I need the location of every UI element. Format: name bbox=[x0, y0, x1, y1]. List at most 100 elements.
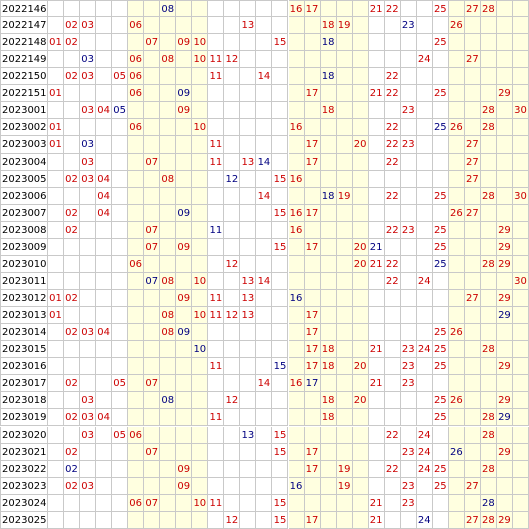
empty-cell bbox=[368, 153, 385, 171]
empty-cell bbox=[416, 290, 433, 308]
drawn-number: 03 bbox=[80, 51, 97, 69]
empty-cell bbox=[512, 255, 529, 273]
drawn-number: 27 bbox=[464, 477, 481, 495]
empty-cell bbox=[240, 358, 257, 376]
empty-cell bbox=[256, 51, 273, 69]
empty-cell bbox=[224, 187, 241, 205]
drawn-number: 10 bbox=[192, 341, 209, 359]
empty-cell bbox=[288, 392, 305, 410]
empty-cell bbox=[464, 238, 481, 256]
empty-cell bbox=[272, 375, 289, 393]
period-label: 2023014 bbox=[0, 324, 48, 342]
empty-cell bbox=[480, 307, 497, 325]
empty-cell bbox=[272, 307, 289, 325]
empty-cell bbox=[80, 494, 97, 512]
empty-cell bbox=[192, 324, 209, 342]
empty-cell bbox=[224, 426, 241, 444]
empty-cell bbox=[176, 255, 193, 273]
empty-cell bbox=[352, 477, 369, 495]
empty-cell bbox=[96, 460, 113, 478]
empty-cell bbox=[176, 426, 193, 444]
drawn-number: 07 bbox=[144, 238, 161, 256]
empty-cell bbox=[208, 477, 225, 495]
drawn-number: 24 bbox=[416, 460, 433, 478]
empty-cell bbox=[288, 443, 305, 461]
empty-cell bbox=[112, 238, 129, 256]
drawn-number: 22 bbox=[384, 119, 401, 137]
drawn-number: 03 bbox=[80, 409, 97, 427]
empty-cell bbox=[176, 409, 193, 427]
empty-cell bbox=[400, 204, 417, 222]
drawn-number: 29 bbox=[496, 238, 513, 256]
empty-cell bbox=[448, 511, 465, 529]
drawn-number: 23 bbox=[400, 443, 417, 461]
empty-cell bbox=[432, 290, 449, 308]
drawn-number: 29 bbox=[496, 307, 513, 325]
empty-cell bbox=[160, 358, 177, 376]
empty-cell bbox=[416, 170, 433, 188]
empty-cell bbox=[400, 85, 417, 103]
empty-cell bbox=[64, 0, 81, 18]
empty-cell bbox=[480, 443, 497, 461]
empty-cell bbox=[432, 153, 449, 171]
empty-cell bbox=[416, 187, 433, 205]
drawn-number: 09 bbox=[176, 460, 193, 478]
empty-cell bbox=[480, 204, 497, 222]
drawn-number: 04 bbox=[96, 204, 113, 222]
empty-cell bbox=[144, 68, 161, 86]
empty-cell bbox=[352, 426, 369, 444]
empty-cell bbox=[80, 85, 97, 103]
drawn-number: 30 bbox=[512, 272, 529, 290]
empty-cell bbox=[112, 477, 129, 495]
empty-cell bbox=[128, 290, 145, 308]
empty-cell bbox=[176, 341, 193, 359]
drawn-number: 11 bbox=[208, 307, 225, 325]
drawn-number: 11 bbox=[208, 494, 225, 512]
drawn-number: 23 bbox=[400, 341, 417, 359]
empty-cell bbox=[224, 477, 241, 495]
empty-cell bbox=[192, 17, 209, 35]
drawn-number: 16 bbox=[288, 221, 305, 239]
empty-cell bbox=[352, 102, 369, 120]
empty-cell bbox=[480, 221, 497, 239]
empty-cell bbox=[384, 290, 401, 308]
drawn-number: 25 bbox=[432, 187, 449, 205]
drawn-number: 06 bbox=[128, 85, 145, 103]
drawn-number: 22 bbox=[384, 255, 401, 273]
empty-cell bbox=[192, 511, 209, 529]
drawn-number: 09 bbox=[176, 238, 193, 256]
empty-cell bbox=[192, 170, 209, 188]
empty-cell bbox=[480, 85, 497, 103]
empty-cell bbox=[112, 494, 129, 512]
drawn-number: 25 bbox=[432, 85, 449, 103]
drawn-number: 02 bbox=[64, 460, 81, 478]
empty-cell bbox=[272, 255, 289, 273]
empty-cell bbox=[416, 136, 433, 154]
empty-cell bbox=[336, 221, 353, 239]
drawn-number: 07 bbox=[144, 443, 161, 461]
empty-cell bbox=[208, 119, 225, 137]
empty-cell bbox=[336, 341, 353, 359]
empty-cell bbox=[224, 0, 241, 18]
empty-cell bbox=[256, 85, 273, 103]
empty-cell bbox=[320, 221, 337, 239]
empty-cell bbox=[320, 477, 337, 495]
empty-cell bbox=[240, 324, 257, 342]
empty-cell bbox=[320, 238, 337, 256]
empty-cell bbox=[80, 341, 97, 359]
empty-cell bbox=[416, 17, 433, 35]
empty-cell bbox=[400, 153, 417, 171]
empty-cell bbox=[208, 238, 225, 256]
empty-cell bbox=[96, 307, 113, 325]
empty-cell bbox=[272, 341, 289, 359]
empty-cell bbox=[224, 17, 241, 35]
empty-cell bbox=[320, 0, 337, 18]
empty-cell bbox=[368, 68, 385, 86]
empty-cell bbox=[432, 204, 449, 222]
drawn-number: 21 bbox=[368, 85, 385, 103]
empty-cell bbox=[144, 511, 161, 529]
empty-cell bbox=[368, 17, 385, 35]
empty-cell bbox=[96, 272, 113, 290]
empty-cell bbox=[272, 460, 289, 478]
empty-cell bbox=[512, 34, 529, 52]
